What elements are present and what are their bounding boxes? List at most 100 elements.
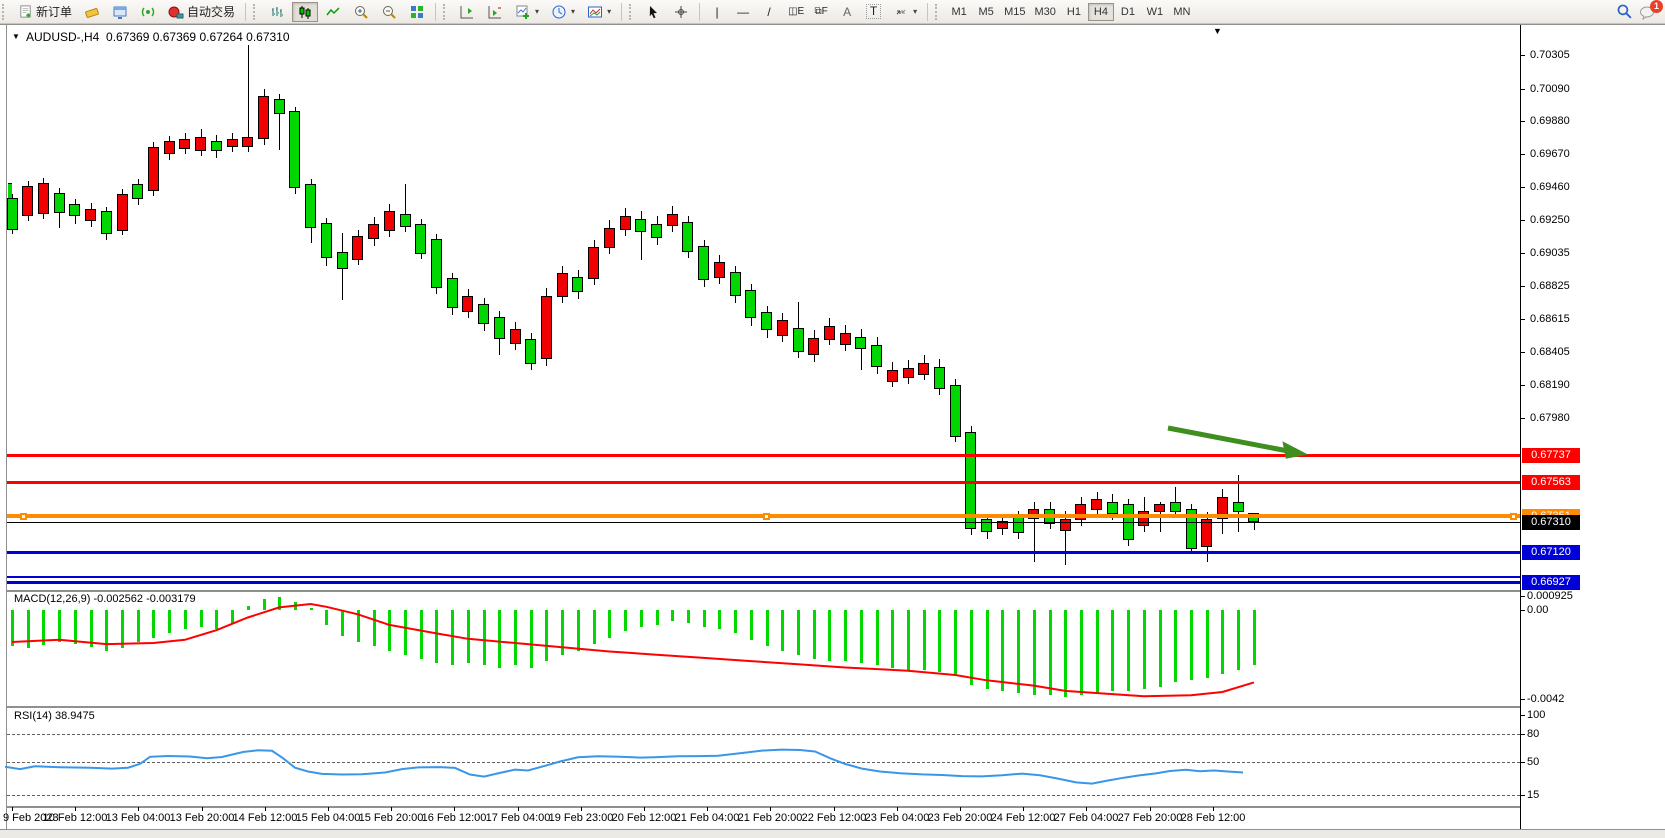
shift-marker-icon[interactable]: ▼ — [1213, 26, 1222, 36]
toolbar-grip[interactable] — [253, 3, 260, 20]
macd-histogram-bar — [27, 610, 30, 649]
candle — [85, 208, 96, 221]
price-tick-label: 0.69670 — [1530, 148, 1570, 161]
cursor-button[interactable] — [640, 2, 666, 22]
time-label: 21 Feb 20:00 — [737, 812, 803, 824]
time-tick — [834, 807, 835, 811]
tile-windows-button[interactable] — [404, 2, 430, 22]
templates-button[interactable]: ▾ — [582, 2, 616, 22]
gold-button[interactable] — [79, 2, 105, 22]
signals-button[interactable] — [135, 2, 161, 22]
macd-histogram-bar — [121, 610, 124, 649]
text-button[interactable]: A — [835, 2, 859, 22]
macd-histogram-bar — [498, 610, 501, 668]
horizontal-level-line[interactable] — [7, 454, 1520, 458]
add-chart-button[interactable]: ▾ — [510, 2, 544, 22]
candle — [557, 272, 568, 297]
line-selection-handle[interactable] — [1510, 512, 1517, 520]
macd-tick-label: -0.0042 — [1527, 693, 1565, 705]
arrows-button[interactable]: ▾ — [888, 2, 922, 22]
price-tick-label: 0.69250 — [1530, 213, 1570, 226]
candle-wick — [641, 210, 642, 260]
auto-scroll-button[interactable] — [482, 2, 508, 22]
macd-histogram-bar — [656, 610, 659, 625]
tf-button-M15[interactable]: M15 — [1000, 3, 1029, 21]
tf-button-W1[interactable]: W1 — [1142, 3, 1168, 21]
rsi-level-line — [7, 762, 1520, 763]
time-tick — [707, 807, 708, 811]
vertical-line-button[interactable]: | — [705, 2, 729, 22]
time-label: 28 Feb 12:00 — [1180, 812, 1246, 824]
auto-scroll-icon — [488, 5, 502, 18]
toolbar-grip[interactable] — [443, 3, 450, 20]
price-badge: 0.66927 — [1522, 574, 1580, 590]
price-tick-label: 0.68825 — [1530, 279, 1570, 292]
toolbar-grip[interactable] — [2, 3, 9, 20]
search-icon[interactable] — [1616, 3, 1633, 20]
candle-chart-button[interactable] — [292, 1, 319, 22]
tf-button-MN[interactable]: MN — [1169, 3, 1195, 21]
tf-button-D1[interactable]: D1 — [1115, 3, 1141, 21]
tf-button-H4[interactable]: H4 — [1087, 2, 1114, 21]
time-label: 15 Feb 04:00 — [295, 812, 361, 824]
horizontal-level-line[interactable] — [7, 576, 1520, 578]
price-tick — [1520, 186, 1525, 188]
price-badge: 0.67563 — [1522, 475, 1580, 491]
time-tick — [1150, 807, 1151, 811]
macd-histogram-bar — [1001, 610, 1004, 691]
rsi-tick — [1520, 762, 1525, 763]
zoom-out-button[interactable] — [376, 2, 402, 22]
channel-button[interactable]: ◫E — [783, 2, 807, 22]
candle-wick — [279, 94, 280, 150]
line-selection-handle[interactable] — [20, 512, 27, 520]
tf-button-M5[interactable]: M5 — [973, 3, 999, 21]
tf-button-M30[interactable]: M30 — [1031, 3, 1060, 21]
crosshair-button[interactable] — [668, 2, 694, 22]
symbol-dropdown-icon[interactable]: ▼ — [12, 32, 20, 41]
market-window-button[interactable] — [107, 2, 133, 22]
macd-histogram-bar — [813, 610, 816, 659]
macd-histogram-bar — [294, 601, 297, 610]
candle — [855, 336, 866, 349]
time-tick — [138, 807, 139, 811]
toolbar-grip[interactable] — [935, 3, 942, 20]
horizontal-line-button[interactable]: — — [731, 2, 755, 22]
macd-histogram-bar — [876, 610, 879, 666]
new-order-button[interactable]: 新订单 — [13, 2, 77, 22]
tf-button-H1[interactable]: H1 — [1061, 3, 1087, 21]
horizontal-level-line[interactable] — [7, 521, 1520, 523]
line-selection-handle[interactable] — [763, 512, 770, 520]
macd-histogram-bar — [263, 599, 266, 610]
periods-button[interactable]: ▾ — [546, 2, 580, 22]
autotrading-button[interactable]: 自动交易 — [163, 2, 240, 22]
horizontal-level-line[interactable] — [7, 550, 1520, 554]
macd-histogram-bar — [970, 610, 973, 685]
shift-end-button[interactable] — [454, 2, 480, 22]
trendline-button[interactable]: / — [757, 2, 781, 22]
price-tick — [1520, 88, 1525, 90]
crosshair-icon — [675, 5, 688, 18]
pane-separator[interactable] — [7, 590, 1520, 593]
tf-button-M1[interactable]: M1 — [946, 3, 972, 21]
notifications-button[interactable]: 1 — [1639, 0, 1663, 20]
candle — [572, 276, 583, 292]
macd-histogram-bar — [1127, 610, 1130, 691]
pane-separator[interactable] — [7, 706, 1520, 709]
horizontal-level-line[interactable] — [7, 580, 1520, 584]
macd-histogram-bar — [624, 610, 627, 632]
macd-histogram-bar — [168, 610, 171, 634]
horizontal-level-line[interactable] — [7, 481, 1520, 485]
zoom-in-button[interactable] — [348, 2, 374, 22]
candle — [1186, 509, 1197, 550]
toolbar-grip[interactable] — [629, 3, 636, 20]
candle — [447, 277, 458, 308]
bar-chart-icon — [272, 6, 284, 17]
price-tick-label: 0.67980 — [1530, 411, 1570, 424]
price-tick — [1520, 285, 1525, 287]
text-label-button[interactable]: T — [861, 2, 886, 22]
fibonacci-button[interactable]: ⧉F — [809, 2, 833, 22]
macd-histogram-bar — [718, 610, 721, 630]
bar-chart-button[interactable] — [264, 2, 290, 22]
line-chart-button[interactable] — [320, 2, 346, 22]
